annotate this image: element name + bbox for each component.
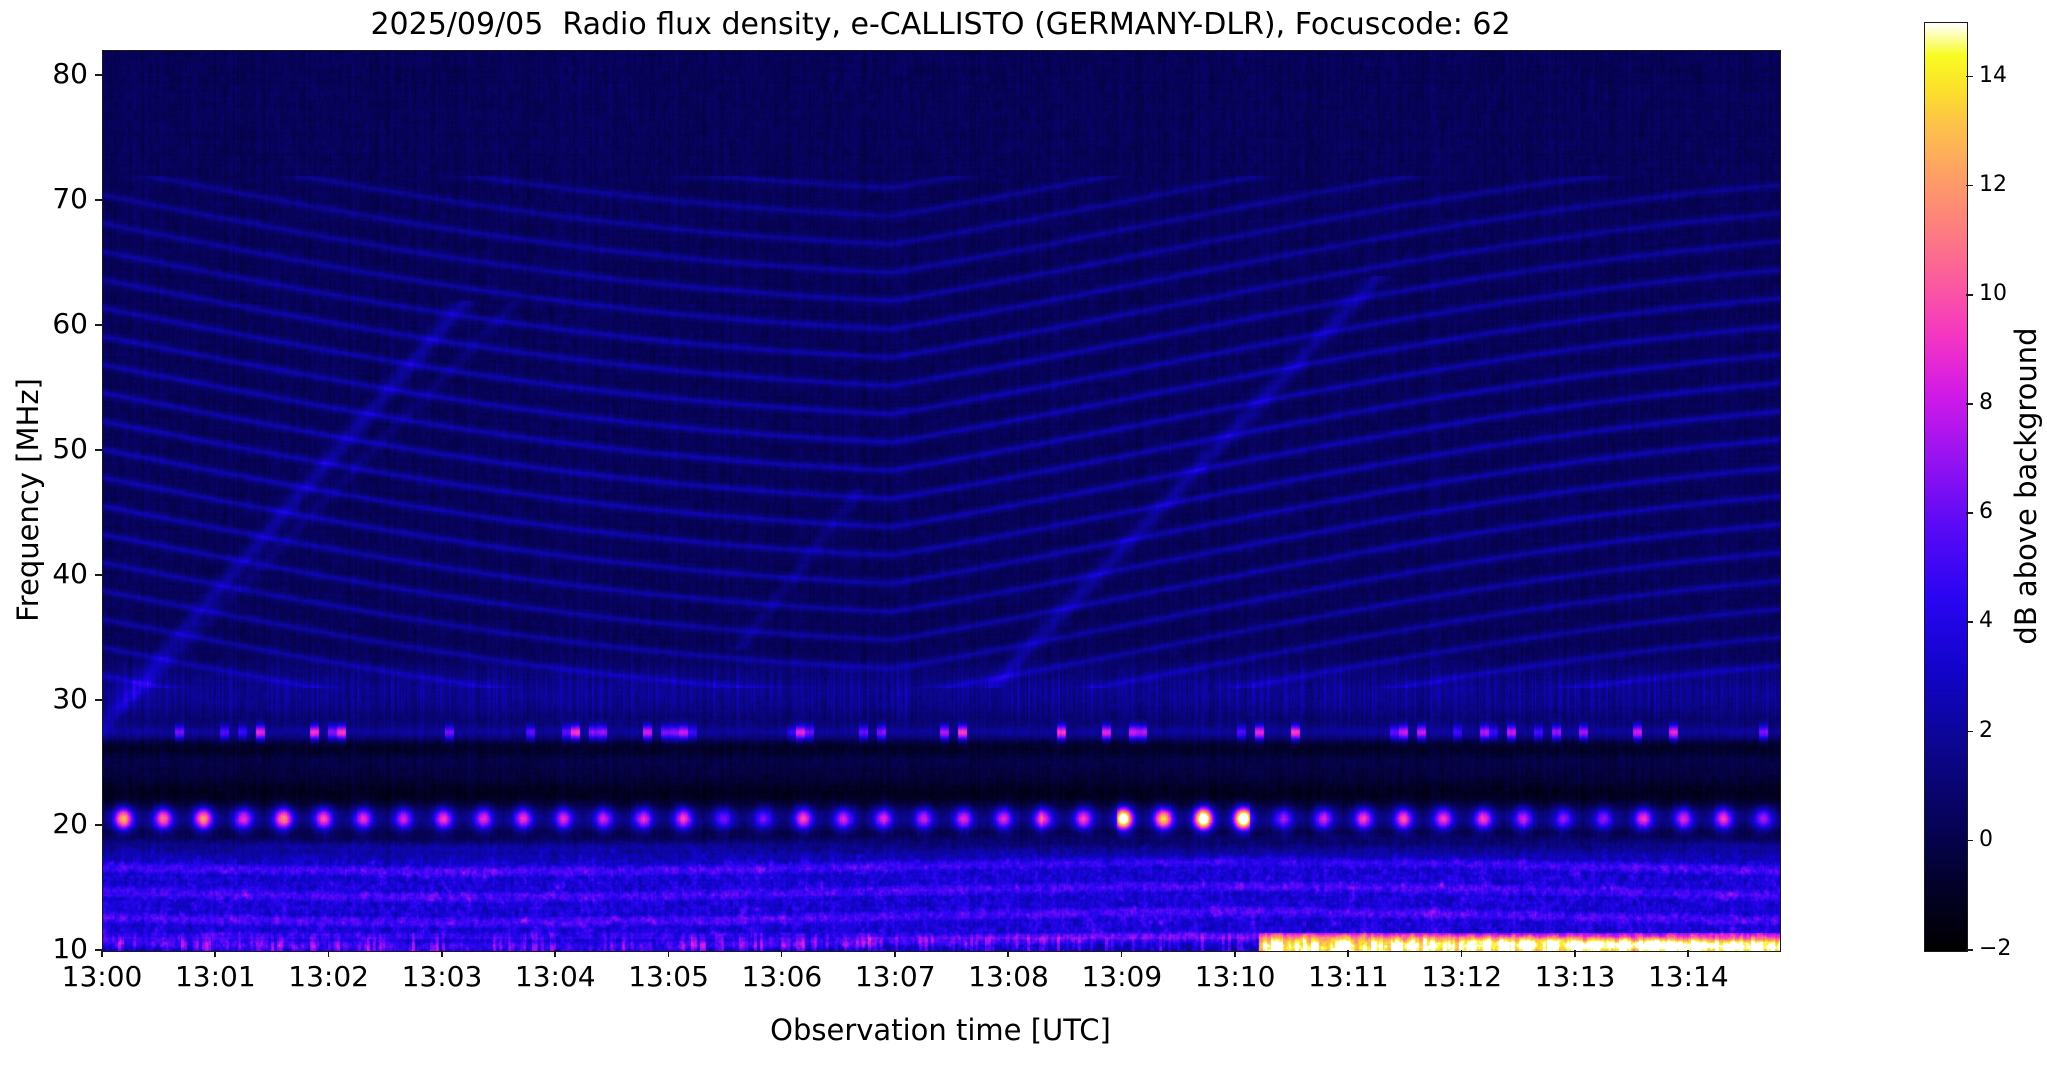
x-tick-label: 13:04 [514, 960, 596, 993]
x-tick-mark [1460, 950, 1463, 957]
x-tick-label: 13:08 [968, 960, 1049, 993]
x-tick-label: 13:02 [288, 960, 369, 993]
y-tick-label: 60 [52, 307, 88, 340]
x-tick-label: 13:07 [854, 960, 936, 993]
y-tick-mark [95, 574, 102, 576]
x-tick-label: 13:10 [1194, 960, 1276, 993]
colorbar-tick-label: 12 [1979, 171, 2007, 197]
x-axis-label: Observation time [UTC] [770, 1013, 1111, 1047]
x-tick-label: 13:00 [61, 960, 143, 993]
x-tick-label: 13:01 [174, 960, 256, 993]
x-tick-mark [440, 950, 443, 957]
y-tick-mark [95, 74, 102, 76]
colorbar-tick-mark [1966, 512, 1973, 514]
y-tick-mark [95, 324, 102, 326]
y-tick-label: 40 [52, 557, 88, 590]
colorbar-tick-mark [1966, 293, 1973, 296]
y-tick-label: 30 [52, 682, 88, 715]
y-tick-label: 10 [52, 932, 88, 965]
x-tick-mark [214, 950, 216, 957]
x-tick-label: 13:13 [1534, 960, 1616, 993]
x-tick-label: 13:11 [1308, 960, 1389, 993]
spectrogram-axes[interactable] [102, 50, 1781, 952]
colorbar-tick-label: 4 [1979, 608, 1993, 634]
y-tick-mark [95, 824, 102, 826]
colorbar-tick-label: −2 [1979, 936, 2012, 961]
x-tick-mark [1687, 950, 1689, 957]
colorbar-tick-mark [1966, 839, 1973, 842]
x-tick-mark [1574, 950, 1576, 957]
colorbar-gradient [1925, 23, 1967, 951]
colorbar-tick-mark [1966, 403, 1973, 405]
colorbar-tick-mark [1966, 621, 1973, 624]
colorbar-tick-mark [1966, 949, 1973, 951]
x-tick-label: 13:06 [741, 960, 823, 993]
x-tick-mark [667, 950, 670, 957]
y-tick-label: 50 [52, 432, 88, 465]
spectrogram-image[interactable] [103, 51, 1780, 951]
y-tick-mark [95, 699, 102, 701]
colorbar[interactable] [1924, 22, 1968, 952]
colorbar-tick-label: 8 [1979, 390, 1993, 416]
y-tick-label: 20 [52, 807, 88, 840]
x-tick-label: 13:12 [1421, 960, 1503, 993]
colorbar-tick-label: 14 [1979, 62, 2007, 88]
colorbar-tick-label: 2 [1979, 717, 1993, 743]
colorbar-tick-label: 6 [1979, 499, 1993, 525]
page-title: 2025/09/05 Radio flux density, e-CALLIST… [370, 7, 1511, 42]
x-tick-label: 13:09 [1081, 960, 1163, 993]
colorbar-tick-mark [1966, 75, 1973, 78]
x-tick-mark [554, 950, 556, 957]
x-tick-mark [101, 950, 103, 957]
y-tick-label: 70 [52, 182, 88, 215]
x-tick-mark [780, 950, 783, 957]
x-tick-label: 13:05 [628, 960, 709, 993]
x-tick-mark [894, 950, 896, 957]
colorbar-label: dB above background [2009, 327, 2043, 645]
x-tick-mark [327, 950, 330, 957]
y-tick-mark [95, 199, 102, 201]
x-tick-mark [1007, 950, 1010, 957]
x-tick-mark [1234, 950, 1236, 957]
y-tick-mark [95, 949, 102, 951]
colorbar-tick-label: 0 [1979, 826, 1993, 852]
y-tick-mark [95, 449, 102, 451]
x-tick-label: 13:14 [1647, 960, 1729, 993]
x-tick-mark [1120, 950, 1123, 957]
colorbar-tick-mark [1966, 730, 1973, 733]
x-tick-mark [1347, 950, 1349, 957]
x-tick-label: 13:03 [401, 960, 483, 993]
colorbar-tick-label: 10 [1979, 280, 2007, 306]
colorbar-tick-mark [1966, 184, 1973, 187]
y-tick-label: 80 [52, 57, 88, 90]
